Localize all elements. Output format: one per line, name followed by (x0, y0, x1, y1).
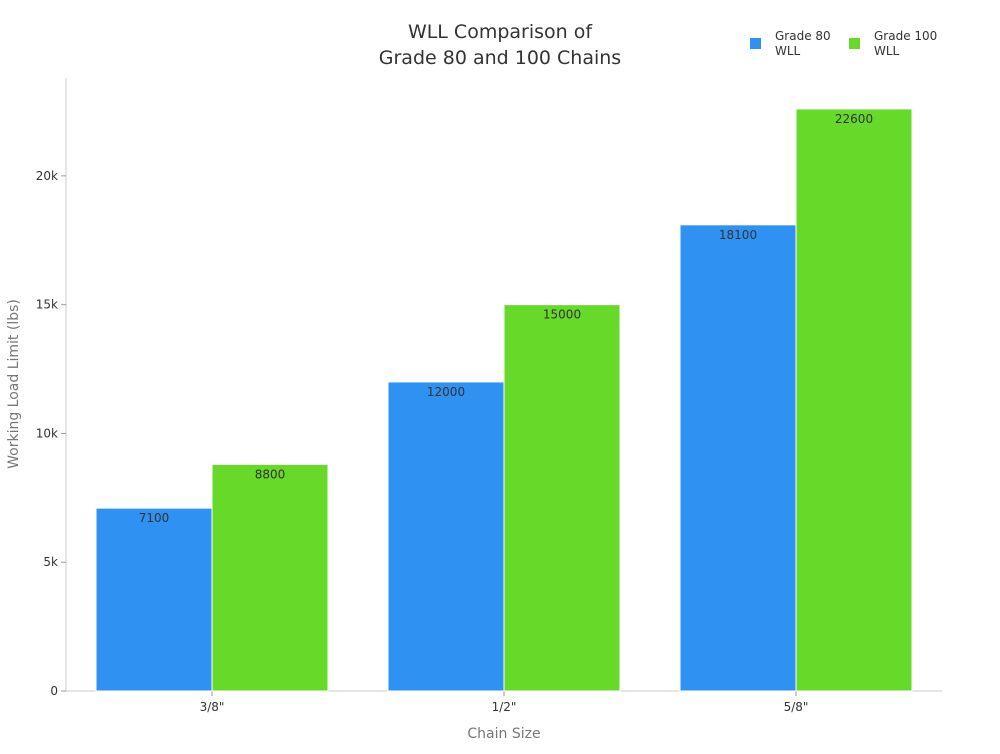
y-tick-label: 10k (36, 426, 58, 440)
bar (211, 463, 329, 692)
bar (679, 224, 797, 692)
plot-area: 0 5k 10k 15k 20k 3/8" 1/2" 5/8" 7100 12000 18100… (36, 78, 942, 714)
bar-value-label: 7100 (139, 511, 170, 525)
legend-label-grade-100-line-1: Grade 100 (874, 29, 937, 43)
x-axis-ticks: 3/8" 1/2" 5/8" (200, 691, 809, 714)
legend-label-grade-80-line-2: WLL (775, 44, 801, 58)
y-tick-label: 5k (43, 555, 58, 569)
bar-value-label: 18100 (719, 228, 757, 242)
bar-value-label: 12000 (427, 385, 465, 399)
y-tick-label: 0 (50, 684, 58, 698)
y-tick-label: 20k (36, 169, 58, 183)
bar-value-label: 15000 (543, 308, 581, 322)
legend-label-grade-80-line-1: Grade 80 (775, 29, 831, 43)
x-tick-label: 3/8" (200, 700, 225, 714)
bar (95, 507, 213, 692)
x-tick-label: 1/2" (492, 700, 517, 714)
y-tick-label: 15k (36, 298, 58, 312)
chart-title-line-1: WLL Comparison of (408, 21, 593, 43)
bar-value-label: 22600 (835, 112, 873, 126)
bar (387, 381, 505, 692)
bar-value-labels: 7100 12000 18100 8800 15000 22600 (139, 112, 873, 525)
legend: Grade 80 WLL Grade 100 WLL (750, 29, 937, 58)
chart-title-line-2: Grade 80 and 100 Chains (379, 47, 621, 69)
legend-swatch-grade-80 (750, 38, 761, 49)
bar-value-label: 8800 (255, 467, 286, 481)
bars (95, 108, 913, 692)
x-tick-label: 5/8" (784, 700, 809, 714)
x-axis-title: Chain Size (467, 726, 540, 742)
bar (503, 304, 621, 692)
legend-swatch-grade-100 (849, 38, 860, 49)
y-axis-ticks: 0 5k 10k 15k 20k (36, 169, 66, 698)
bar (795, 108, 913, 692)
y-axis-title: Working Load Limit (lbs) (6, 299, 22, 469)
legend-label-grade-100-line-2: WLL (874, 44, 900, 58)
